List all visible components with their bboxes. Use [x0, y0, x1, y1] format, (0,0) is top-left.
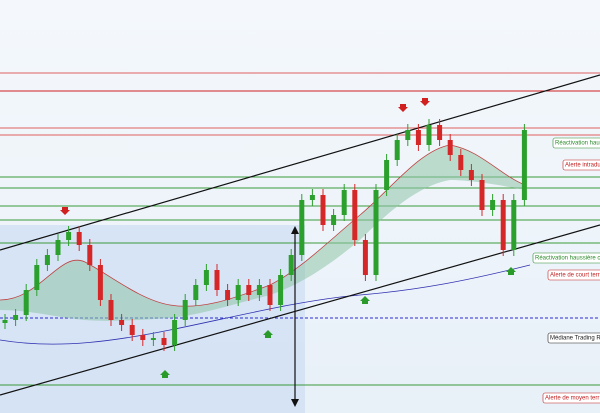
candle-body [256, 285, 262, 295]
candle-body [2, 320, 8, 323]
arrow [291, 226, 299, 407]
annotation-box [552, 137, 600, 149]
candle-body [214, 270, 220, 290]
candle-body [44, 255, 50, 265]
up-signals [160, 267, 516, 378]
annotation-box [547, 269, 600, 281]
annotation-label: Alerte de court terr [550, 273, 600, 279]
channel-top [0, 74, 600, 251]
candle-body [384, 160, 390, 190]
candle-body [235, 285, 241, 300]
candle-body [309, 195, 315, 200]
candle-body [352, 190, 358, 240]
candle-body [108, 300, 114, 320]
annotation-box [532, 252, 600, 264]
long-average [0, 264, 531, 345]
candle-body [182, 300, 188, 320]
candle-body [320, 195, 326, 225]
candle-body [66, 232, 72, 240]
candle-body [331, 215, 337, 225]
candle-body [437, 125, 443, 140]
candle-body [129, 325, 135, 335]
candle-body [34, 265, 40, 290]
candle-body [362, 240, 368, 275]
candle-body [55, 240, 61, 255]
cloud [0, 145, 525, 321]
candle-body [479, 180, 485, 210]
candle-body [500, 200, 506, 250]
candle-body [458, 155, 464, 170]
candle-body [341, 190, 347, 215]
candle-body [119, 320, 125, 325]
candle-body [288, 255, 294, 275]
candle-body [23, 290, 29, 315]
candle-body [511, 200, 517, 250]
annotation-label: Alerte intradu [565, 163, 600, 169]
candle-body [87, 245, 93, 265]
channel-bottom [0, 224, 600, 396]
candle-body [267, 285, 273, 305]
candle-body [468, 170, 474, 180]
candle-body [490, 200, 496, 210]
candle-body [521, 130, 527, 200]
candle-body [97, 265, 103, 300]
candle-body [13, 315, 19, 320]
candle-body [161, 338, 167, 345]
candle-body [415, 130, 421, 145]
candle-body [299, 200, 305, 255]
annotation-label: Alerte de moyen terr [545, 396, 599, 402]
candle-body [246, 285, 252, 295]
candle-body [76, 232, 82, 245]
candle-body [405, 130, 411, 140]
annotation-box [547, 332, 600, 344]
annotation-label: Réactivation hauss [555, 141, 600, 147]
candle-body [140, 335, 146, 340]
annotation-label: Réactivation haussière c [535, 256, 600, 262]
candle-body [278, 275, 284, 305]
candle-body [373, 190, 379, 275]
candle-body [447, 140, 453, 155]
candle-body [172, 320, 178, 345]
candle-body [150, 338, 156, 340]
candle-body [426, 125, 432, 145]
annotation-box [562, 159, 600, 171]
down-signals [60, 98, 430, 215]
candle-body [193, 285, 199, 300]
annotation-box [542, 392, 600, 404]
candle-body [394, 140, 400, 160]
candle-body [203, 270, 209, 285]
annotation-label: Médiane Trading Ran [550, 336, 600, 342]
candle-body [225, 290, 231, 300]
